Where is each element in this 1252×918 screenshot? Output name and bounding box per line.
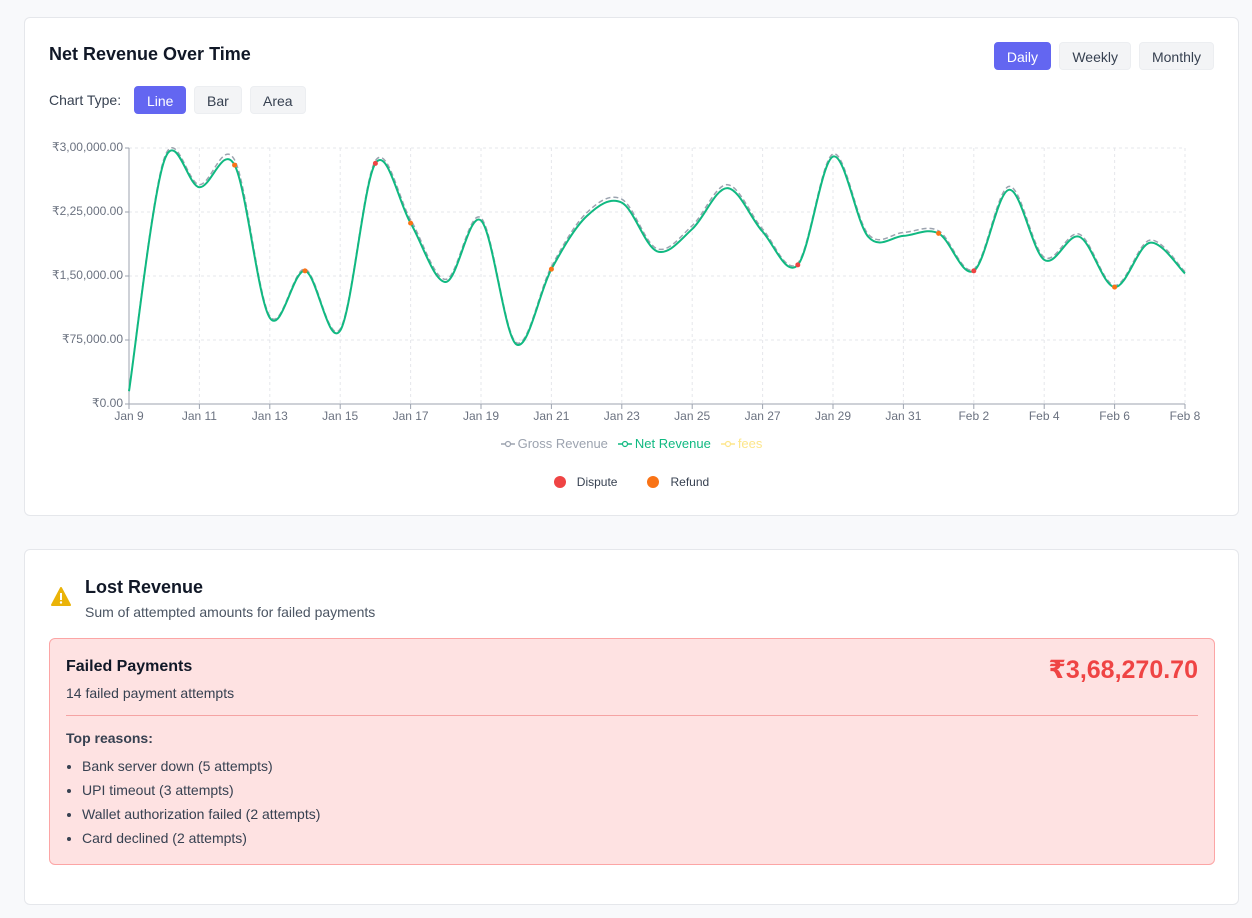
x-tick-label: Jan 31 (885, 409, 921, 423)
event-marker (1112, 284, 1118, 290)
x-tick-label: Jan 11 (182, 409, 217, 423)
failed-count: 14 failed payment attempts (66, 685, 235, 701)
x-tick-label: Feb 6 (1099, 409, 1130, 423)
y-tick-label: ₹2,25,000.00 (52, 204, 123, 218)
chart-type-button[interactable]: Bar (194, 86, 242, 114)
legend-icon (500, 440, 515, 447)
x-tick-label: Jan 9 (114, 409, 144, 423)
legend-item: fees (720, 436, 763, 451)
section-title: Lost Revenue (85, 577, 204, 597)
event-legend-dot (553, 476, 566, 488)
x-tick-label: Jan 19 (463, 409, 499, 423)
chart-title: Net Revenue Over Time (49, 44, 251, 64)
reason-item: Wallet authorization failed (2 attempts) (82, 802, 320, 826)
period-button[interactable]: Monthly (1138, 42, 1214, 70)
x-tick-label: Feb 8 (1170, 409, 1201, 423)
legend-icon-dot (621, 440, 629, 447)
event-marker (232, 162, 238, 168)
event-marker (408, 220, 414, 226)
x-tick-label: Jan 21 (533, 409, 569, 423)
period-button[interactable]: Daily (993, 42, 1051, 70)
reason-item: Card declined (2 attempts) (82, 826, 320, 850)
legend-item: Gross Revenue (500, 436, 608, 451)
event-legend-label: Dispute (576, 475, 618, 489)
chart-card: Net Revenue Over Time Monthly Weekly Daily… (24, 17, 1239, 516)
y-tick-label: ₹3,00,000.00 (52, 140, 123, 154)
legend-label: Net Revenue (634, 436, 711, 451)
event-legend-dot (647, 476, 660, 488)
legend-icon-dot (504, 440, 511, 447)
event-marker (971, 268, 977, 274)
event-legend-label: Refund (670, 475, 710, 489)
divider (66, 715, 1198, 716)
legend-item: Net Revenue (617, 436, 711, 451)
y-tick-label: ₹1,50,000.00 (52, 268, 123, 282)
event-marker (795, 262, 801, 268)
y-tick-label: ₹0.00 (92, 396, 123, 410)
legend-icon-dot (724, 440, 731, 447)
legend-label: Gross Revenue (517, 436, 608, 451)
event-legend-item: Refund (647, 475, 709, 489)
lost-revenue-card: Lost Revenue Sum of attempted amounts fo… (24, 549, 1239, 905)
reasons-title: Top reasons: (66, 730, 153, 746)
legend-icon (720, 440, 735, 447)
x-tick-label: Jan 23 (604, 409, 640, 423)
chart: ₹0.00 ₹75,000.00 ₹1,50,000.00 ₹2,25,000.00 ₹… (52, 140, 1201, 423)
failed-box: Failed Payments 14 failed payment attemp… (49, 638, 1215, 865)
reason-item: UPI timeout (3 attempts) (82, 778, 320, 802)
y-tick-label: ₹75,000.00 (62, 332, 123, 346)
event-marker (548, 266, 554, 272)
x-tick-label: Jan 17 (393, 409, 429, 423)
legend-icon (617, 440, 632, 447)
reasons-list: Bank server down (5 attempts)UPI timeout… (66, 754, 320, 850)
chart-type-button[interactable]: Area (250, 86, 306, 114)
event-marker (302, 268, 308, 274)
event-legend-item: Dispute (553, 475, 618, 489)
series-line (128, 147, 1186, 391)
x-tick-label: Feb 2 (958, 409, 989, 423)
x-tick-label: Jan 27 (745, 409, 781, 423)
failed-amount: ₹3,68,270.70 (1048, 656, 1198, 684)
chart-type-button[interactable]: Line (134, 86, 187, 114)
x-tick-label: Jan 15 (322, 409, 358, 423)
reason-item: Bank server down (5 attempts) (82, 754, 320, 778)
legend: Gross Revenue Net Revenue fees (25, 436, 1238, 451)
x-tick-label: Jan 29 (815, 409, 851, 423)
x-tick-label: Jan 13 (252, 409, 288, 423)
section-subtitle: Sum of attempted amounts for failed paym… (85, 604, 376, 620)
series-line (128, 149, 1186, 392)
failed-title: Failed Payments (66, 658, 193, 675)
x-tick-label: Feb 4 (1029, 409, 1060, 423)
period-button[interactable]: Weekly (1059, 42, 1131, 70)
warning-icon (51, 587, 71, 606)
event-legend: Dispute Refund (25, 475, 1238, 489)
event-marker (372, 160, 378, 166)
legend-label: fees (737, 436, 763, 451)
x-tick-label: Jan 25 (674, 409, 710, 423)
chart-type-label: Chart Type: (49, 92, 122, 108)
event-marker (936, 230, 942, 236)
